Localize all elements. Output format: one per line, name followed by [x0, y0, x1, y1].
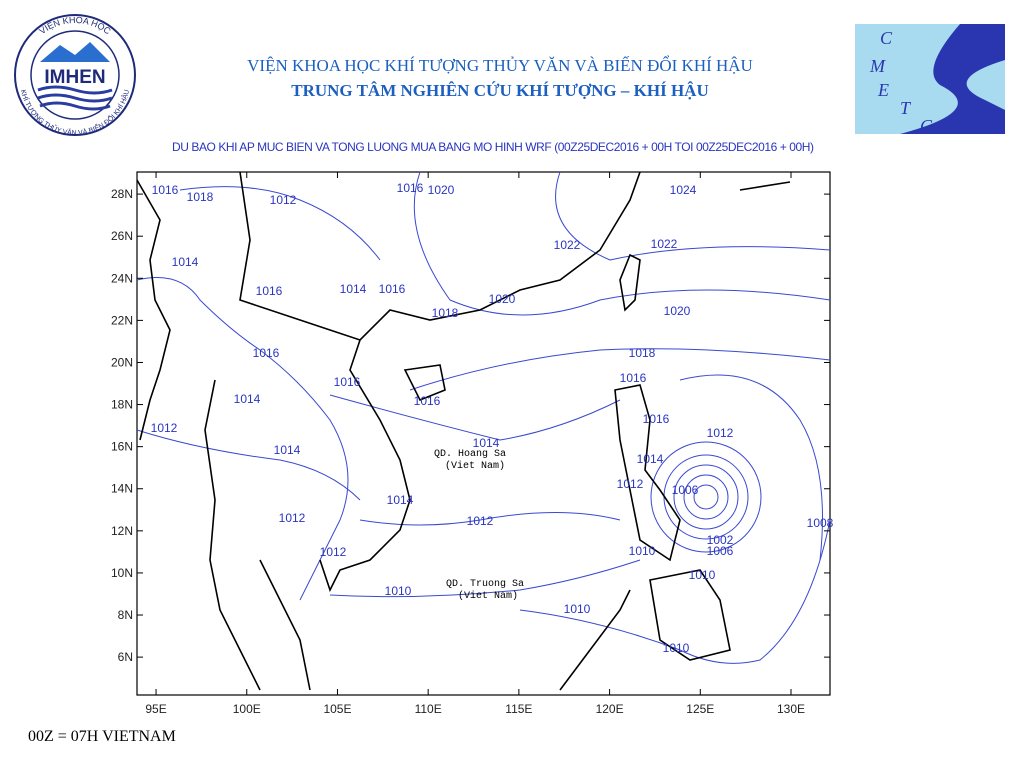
x-tick-label: 130E: [777, 702, 805, 716]
contour-label: 1012: [151, 421, 178, 435]
contour-label: 1020: [489, 292, 516, 306]
x-tick-label: 115E: [505, 702, 532, 716]
logo-letter: E: [877, 80, 889, 100]
contour-label: 1022: [651, 237, 678, 251]
contour-label: 1018: [187, 190, 214, 204]
header-line1: VIỆN KHOA HỌC KHÍ TƯỢNG THỦY VĂN VÀ BIẾN…: [247, 55, 753, 75]
cmetc-logo: [855, 24, 1005, 134]
logo-acronym: IMHEN: [44, 67, 105, 88]
contour-label: 1020: [664, 304, 691, 318]
contour-label: 1016: [379, 282, 406, 296]
place-label: QD. Truong Sa: [446, 579, 524, 590]
place-label: (Viet Nam): [445, 460, 505, 472]
contour-label: 1002: [707, 533, 734, 547]
place-label: QD. Hoang Sa: [434, 449, 506, 460]
footer: 00Z = 07H VIETNAM: [28, 728, 176, 745]
contour-label: 1010: [385, 584, 412, 598]
contour-label: 1012: [270, 193, 297, 207]
x-tick-label: 125E: [686, 702, 714, 716]
contour-label: 1020: [428, 183, 455, 197]
contour-label: 1014: [340, 282, 367, 296]
logo-letter: C: [920, 116, 933, 136]
imhen-logo: VIỆN KHOA HỌC KHÍ TƯỢNG THỦY VĂN VÀ BIẾN…: [14, 14, 136, 137]
y-tick-label: 6N: [118, 650, 133, 664]
contour-label: 1012: [320, 545, 347, 559]
contour-label: 1022: [554, 238, 581, 252]
contour-label: 1014: [172, 255, 199, 269]
contour-label: 1010: [629, 544, 656, 558]
x-tick-label: 95E: [145, 702, 166, 716]
contour-label: 1012: [467, 514, 494, 528]
y-tick-label: 12N: [111, 524, 133, 538]
x-tick-label: 110E: [415, 702, 442, 716]
y-tick-label: 16N: [111, 440, 133, 454]
y-tick-label: 22N: [111, 313, 133, 327]
y-tick-label: 14N: [111, 482, 133, 496]
contour-label: 1016: [152, 183, 179, 197]
contour-label: 1014: [234, 392, 261, 406]
contour-label: 1010: [663, 641, 690, 655]
logo-letter: M: [869, 56, 886, 76]
subtitle: DU BAO KHI AP MUC BIEN VA TONG LUONG MUA…: [172, 140, 814, 154]
map-frame: [136, 171, 831, 696]
contour-label: 1012: [279, 511, 306, 525]
contour-label: 1012: [707, 426, 734, 440]
x-tick-label: 120E: [596, 702, 624, 716]
y-tick-label: 26N: [111, 229, 133, 243]
contours: [136, 171, 831, 664]
contour-label: 1016: [334, 375, 361, 389]
contour-label: 1016: [414, 394, 441, 408]
contour-label: 1014: [637, 452, 664, 466]
y-tick-label: 24N: [111, 271, 133, 285]
y-tick-label: 10N: [111, 566, 133, 580]
header-line2: TRUNG TÂM NGHIÊN CỨU KHÍ TƯỢNG – KHÍ HẬU: [291, 81, 708, 100]
contour-label: 1016: [643, 412, 670, 426]
contour-label: 1006: [707, 544, 734, 558]
contour-label: 1006: [672, 483, 699, 497]
contour-label: 1018: [432, 306, 459, 320]
place-label: (Viet Nam): [458, 590, 518, 602]
contour-label: 1014: [387, 493, 414, 507]
contour-label: 1010: [564, 602, 591, 616]
contour-label: 1016: [397, 181, 424, 195]
coastlines: [136, 171, 791, 691]
y-tick-label: 8N: [118, 608, 133, 622]
contour-label: 1012: [617, 477, 644, 491]
contour-label: 1014: [473, 436, 500, 450]
x-tick-label: 105E: [323, 702, 351, 716]
contour-label: 1024: [670, 183, 697, 197]
contour-label: 1010: [689, 568, 716, 582]
contour-label: 1018: [629, 346, 656, 360]
x-tick-label: 100E: [233, 702, 261, 716]
contour-label: 1008: [807, 516, 834, 530]
contour-label: 1014: [274, 443, 301, 457]
contour-label: 1016: [256, 284, 283, 298]
y-tick-label: 20N: [111, 355, 133, 369]
contour-label: 1016: [253, 346, 280, 360]
y-tick-label: 28N: [111, 187, 133, 201]
logo-letter: C: [880, 28, 893, 48]
logo-letter: T: [900, 98, 912, 118]
contour-label: 1016: [620, 371, 647, 385]
y-tick-label: 18N: [111, 398, 133, 412]
